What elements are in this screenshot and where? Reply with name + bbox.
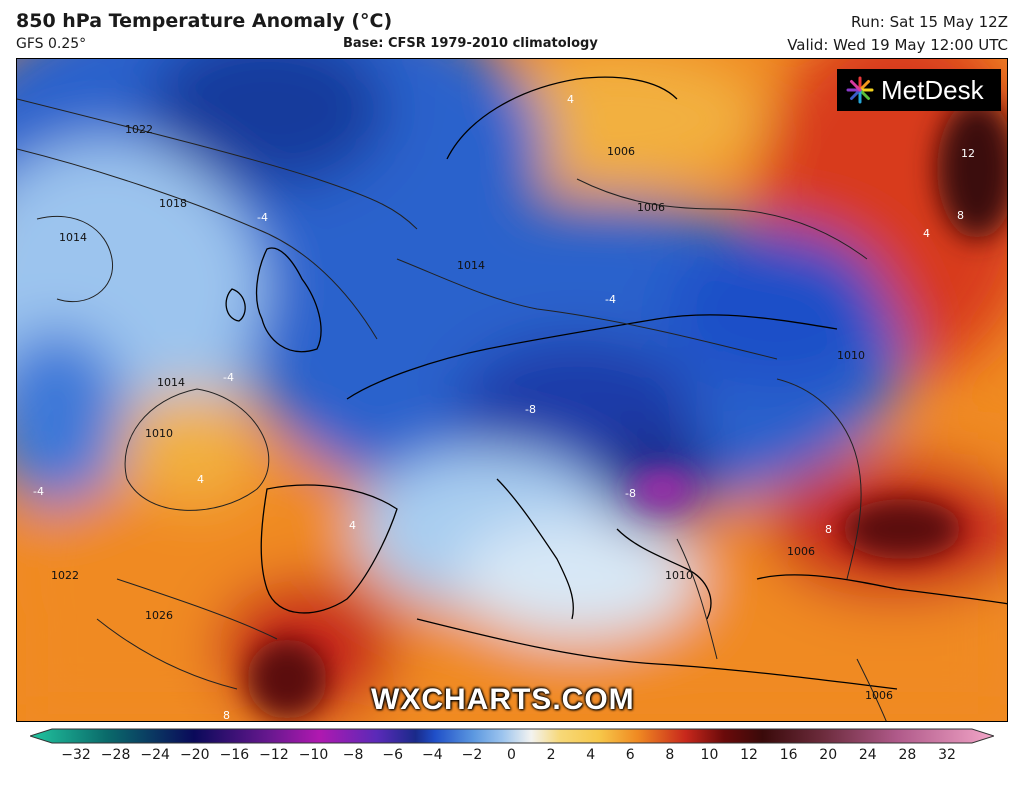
isobar-lines bbox=[17, 98, 887, 721]
isobar-label: 1014 bbox=[59, 231, 87, 244]
anomaly-label: 12 bbox=[961, 147, 975, 160]
anomaly-label: 8 bbox=[957, 209, 964, 222]
colorbar-tick-label: 10 bbox=[700, 747, 719, 763]
anomaly-label: -4 bbox=[223, 371, 234, 384]
anomaly-label: -4 bbox=[257, 211, 268, 224]
logo-text: MetDesk bbox=[881, 74, 984, 105]
colorbar-tick-label: 6 bbox=[625, 747, 635, 763]
isobar-label: 1022 bbox=[125, 123, 153, 136]
colorbar-tick-label: −4 bbox=[421, 747, 443, 763]
isobar-label: 1010 bbox=[665, 569, 693, 582]
colorbar-tick-label: −6 bbox=[382, 747, 404, 763]
anomaly-label: -4 bbox=[33, 485, 44, 498]
colorbar-tick-label: −2 bbox=[461, 747, 483, 763]
anomaly-label: -8 bbox=[525, 403, 536, 416]
isobar-label: 1010 bbox=[145, 427, 173, 440]
anomaly-label: 4 bbox=[349, 519, 356, 532]
colorbar-tick-label: 12 bbox=[740, 747, 758, 763]
isobar-label: 1014 bbox=[157, 376, 185, 389]
anomaly-label: 8 bbox=[223, 709, 230, 722]
model-label: GFS 0.25° bbox=[16, 36, 87, 52]
anomaly-field: 1022 1018 1014 1014 1010 1026 1022 1014 … bbox=[17, 59, 1007, 722]
colorbar-tick-label: 0 bbox=[507, 747, 516, 763]
colorbar-tick-label: −10 bbox=[298, 747, 329, 763]
valid-time-label: Valid: Wed 19 May 12:00 UTC bbox=[787, 36, 1008, 54]
anomaly-label: 4 bbox=[923, 227, 930, 240]
isobar-label: 1006 bbox=[607, 145, 635, 158]
colorbar-tick-label: 4 bbox=[586, 747, 596, 763]
colorbar-tick-label: −12 bbox=[259, 747, 289, 763]
colorbar-tick-label: −24 bbox=[140, 747, 170, 763]
anomaly-label: 8 bbox=[825, 523, 832, 536]
anomaly-label: 4 bbox=[197, 473, 204, 486]
isobar-label: 1010 bbox=[837, 349, 865, 362]
colorbar-tick-label: 32 bbox=[938, 747, 956, 763]
colorbar-tick-label: 2 bbox=[546, 747, 556, 763]
anomaly-label: 4 bbox=[567, 93, 574, 106]
isobar-label: 1006 bbox=[787, 545, 815, 558]
watermark: WXCHARTS.COM bbox=[371, 683, 635, 716]
colorbar-tick-labels: −32 −28 −24 −20 −16 −12 −10 −8 −6 −4 −2 0 2 4 6 8 10 12 16… bbox=[0, 747, 1024, 771]
isobar-label: 1006 bbox=[637, 201, 665, 214]
colorbar-tick-label: −8 bbox=[342, 747, 364, 763]
colorbar-tick-label: −28 bbox=[100, 747, 131, 763]
colorbar-tick-label: −16 bbox=[219, 747, 250, 763]
colorbar-tick-label: −32 bbox=[61, 747, 91, 763]
anomaly-extremes bbox=[247, 99, 1007, 719]
anomaly-label: -8 bbox=[625, 487, 636, 500]
climatology-base-label: Base: CFSR 1979-2010 climatology bbox=[343, 36, 598, 51]
colorbar bbox=[30, 728, 994, 744]
colorbar-tick-label: 8 bbox=[665, 747, 675, 763]
coastline-outline bbox=[225, 76, 1007, 690]
metdesk-logo: MetDesk bbox=[837, 69, 1001, 111]
starburst-logo-icon bbox=[846, 76, 874, 104]
isobar-label: 1014 bbox=[457, 259, 485, 272]
run-time-label: Run: Sat 15 May 12Z bbox=[851, 13, 1008, 31]
anomaly-color-field bbox=[17, 59, 1007, 721]
colorbar-tick-label: 20 bbox=[819, 747, 838, 763]
anomaly-label: -4 bbox=[605, 293, 616, 306]
isobar-label: 1022 bbox=[51, 569, 79, 582]
chart-title: 850 hPa Temperature Anomaly (°C) bbox=[16, 10, 393, 32]
temperature-anomaly-map: 1022 1018 1014 1014 1010 1026 1022 1014 … bbox=[16, 58, 1008, 722]
isobar-label: 1018 bbox=[159, 197, 187, 210]
colorbar-tick-label: 24 bbox=[858, 747, 877, 763]
colorbar-tick-label: 28 bbox=[898, 747, 917, 763]
isobar-label: 1026 bbox=[145, 609, 173, 622]
colorbar-tick-label: −20 bbox=[179, 747, 210, 763]
colorbar-tick-label: 16 bbox=[779, 747, 798, 763]
isobar-label: 1006 bbox=[865, 689, 893, 702]
